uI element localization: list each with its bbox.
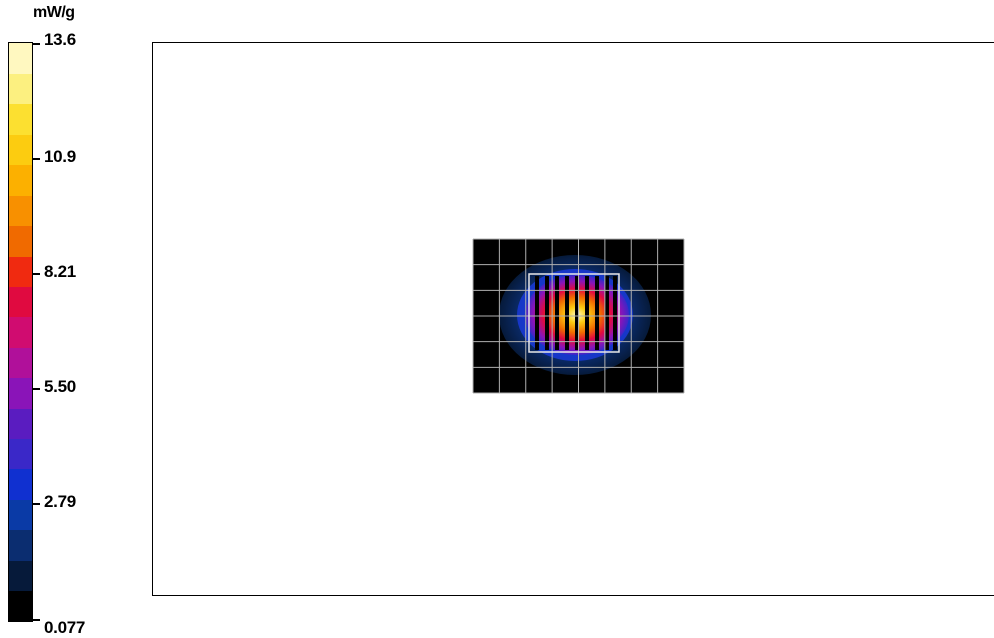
colorbar-unit-label: mW/g — [33, 4, 75, 21]
device-stripe — [595, 276, 599, 350]
device-stripe — [605, 276, 609, 350]
colorbar-swatch — [9, 468, 32, 500]
colorbar-swatch — [9, 225, 32, 257]
device-stripe — [613, 276, 617, 350]
colorbar-tick-label: 13.6 — [44, 30, 76, 49]
colorbar-swatch — [9, 499, 32, 531]
colorbar-swatch — [9, 408, 32, 440]
colorbar-tick — [33, 388, 40, 390]
colorbar-swatch — [9, 590, 32, 622]
device-stripe — [585, 276, 589, 350]
colorbar-swatch — [9, 316, 32, 348]
colorbar-swatch — [9, 438, 32, 470]
colorbar-tick — [33, 503, 40, 506]
sar-heatmap — [472, 238, 685, 394]
colorbar-tick-label: 0.077 — [44, 618, 86, 637]
plot-area — [152, 42, 994, 596]
colorbar-swatch — [9, 255, 32, 287]
device-outline — [528, 273, 620, 353]
colorbar-tick-label: 10.9 — [44, 147, 76, 166]
colorbar-tick-label: 2.79 — [44, 492, 76, 512]
colorbar-swatch — [9, 286, 32, 318]
colorbar-tick — [33, 158, 40, 160]
colorbar-tick — [33, 619, 40, 621]
colorbar-swatch — [9, 164, 32, 196]
colorbar-swatch — [9, 347, 32, 379]
device-stripes — [535, 276, 617, 350]
scan-grid — [472, 238, 685, 394]
colorbar-swatch — [9, 195, 32, 227]
device-stripe — [545, 276, 549, 350]
colorbar-tick — [33, 272, 40, 275]
colorbar-tick-label: 5.50 — [44, 377, 76, 396]
device-stripe — [555, 276, 559, 350]
device-stripe — [565, 276, 569, 350]
colorbar-swatch — [9, 103, 32, 135]
device-stripe — [575, 276, 579, 350]
colorbar-tick-label: 8.21 — [44, 261, 76, 281]
colorbar-tick — [33, 43, 40, 45]
colorbar-swatch — [9, 73, 32, 105]
colorbar — [8, 42, 33, 622]
colorbar-swatch — [9, 529, 32, 561]
colorbar-swatch — [9, 560, 32, 592]
device-stripe — [535, 276, 539, 350]
colorbar-swatch — [9, 377, 32, 409]
colorbar-swatch — [9, 43, 32, 74]
colorbar-swatch — [9, 134, 32, 166]
